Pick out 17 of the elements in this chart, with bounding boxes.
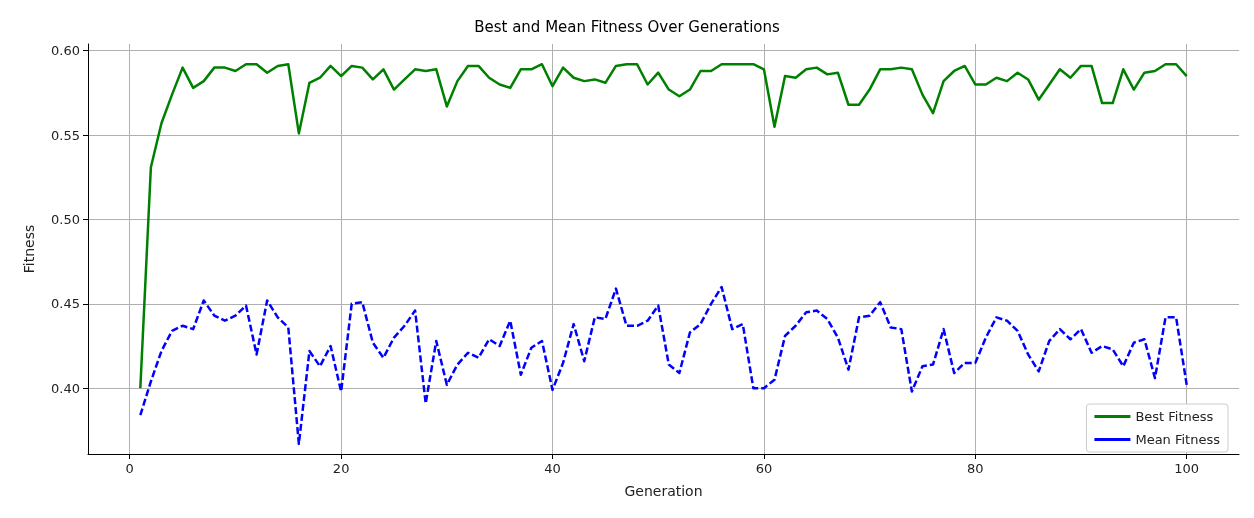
- y-tick-label: 0.55: [51, 127, 80, 143]
- x-tick-label: 40: [544, 461, 561, 476]
- y-tick-label: 0.40: [51, 380, 80, 396]
- x-tick-label: 60: [755, 461, 773, 476]
- y-axis-title: Fitness: [21, 224, 37, 274]
- chart-title: Best and Mean Fitness Over Generations: [474, 17, 781, 36]
- x-tick-label: 0: [125, 461, 134, 476]
- x-tick-label: 100: [1174, 461, 1200, 476]
- y-tick-label: 0.60: [51, 43, 80, 59]
- legend-label: Best Fitness: [1135, 409, 1214, 424]
- x-tick-label: 20: [332, 461, 350, 476]
- x-axis-title: Generation: [624, 483, 703, 499]
- x-tick-label: 80: [967, 461, 984, 476]
- line-series: [139, 63, 1188, 390]
- y-tick-label: 0.50: [51, 211, 80, 227]
- legend-label: Mean Fitness: [1135, 432, 1221, 447]
- y-tick-label: 0.45: [51, 296, 80, 312]
